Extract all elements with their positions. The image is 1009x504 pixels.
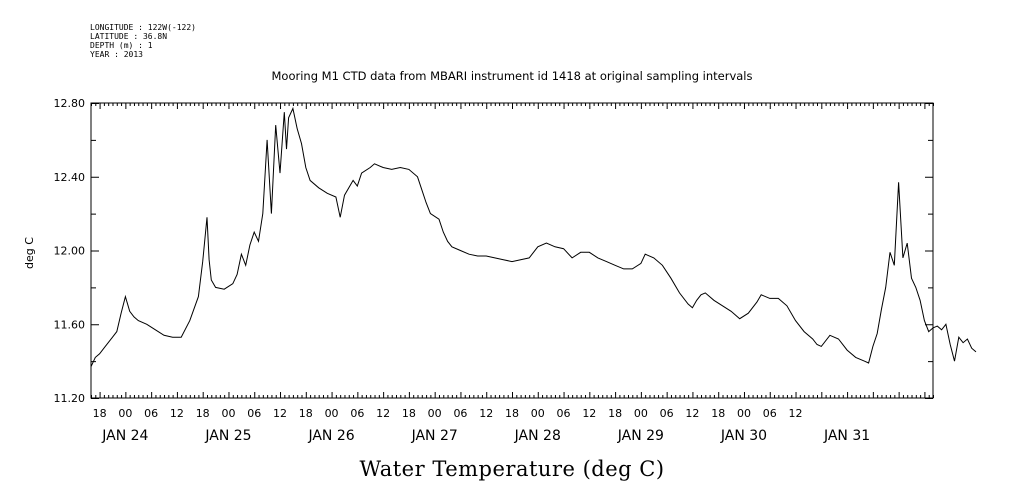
- x-day-label: JAN 26: [307, 428, 354, 444]
- x-tick-label: 18: [402, 407, 416, 420]
- chart-title: Mooring M1 CTD data from MBARI instrumen…: [272, 69, 753, 83]
- x-tick-label: 12: [170, 407, 184, 420]
- x-day-label: JAN 25: [204, 428, 251, 444]
- y-tick-label: 12.40: [54, 171, 86, 184]
- longitude-label: LONGITUDE : 122W(-122): [90, 23, 196, 32]
- x-day-label: JAN 27: [411, 428, 458, 444]
- x-tick-label: 18: [711, 407, 725, 420]
- latitude-label: LATITUDE : 36.8N: [90, 32, 167, 41]
- x-tick-label: 18: [608, 407, 622, 420]
- x-day-label: JAN 28: [514, 428, 561, 444]
- chart-caption: Water Temperature (deg C): [359, 457, 664, 481]
- x-day-label: JAN 31: [823, 428, 870, 444]
- year-label: YEAR : 2013: [90, 50, 143, 59]
- x-day-label: JAN 24: [101, 428, 148, 444]
- metadata-block: LONGITUDE : 122W(-122) LATITUDE : 36.8N …: [90, 23, 196, 59]
- x-tick-label: 00: [221, 407, 235, 420]
- x-tick-label: 00: [737, 407, 751, 420]
- x-tick-label: 06: [144, 407, 158, 420]
- x-tick-label: 12: [789, 407, 803, 420]
- x-tick-label: 18: [299, 407, 313, 420]
- y-tick-label: 11.20: [54, 392, 86, 405]
- x-tick-label: 18: [196, 407, 210, 420]
- x-tick-label: 12: [376, 407, 390, 420]
- y-tick-label: 12.80: [54, 97, 86, 110]
- x-tick-label: 06: [247, 407, 261, 420]
- x-tick-label: 00: [118, 407, 132, 420]
- x-tick-label: 06: [557, 407, 571, 420]
- y-tick-label: 11.60: [54, 318, 86, 331]
- temperature-series-line: [90, 106, 977, 367]
- x-day-label: JAN 29: [617, 428, 664, 444]
- x-tick-label: 06: [350, 407, 364, 420]
- y-axis-label: deg C: [23, 237, 36, 269]
- x-tick-label: 06: [763, 407, 777, 420]
- x-tick-label: 12: [582, 407, 596, 420]
- x-tick-label: 06: [453, 407, 467, 420]
- x-tick-label: 00: [428, 407, 442, 420]
- x-tick-label: 00: [325, 407, 339, 420]
- depth-label: DEPTH (m) : 1: [90, 41, 153, 50]
- x-tick-label: 12: [273, 407, 287, 420]
- x-tick-label: 18: [505, 407, 519, 420]
- x-tick-label: 00: [531, 407, 545, 420]
- x-tick-label: 12: [685, 407, 699, 420]
- x-tick-label: 00: [634, 407, 648, 420]
- x-tick-label: 18: [93, 407, 107, 420]
- plot-axes: 18 00 06 12 18 00 06 12 18 00 06 12 18 00 06 12 18 00 06 12…: [54, 97, 934, 444]
- x-tick-label: 12: [479, 407, 493, 420]
- plot-frame: [90, 102, 934, 399]
- x-tick-label: 06: [660, 407, 674, 420]
- y-tick-label: 12.00: [54, 245, 86, 258]
- x-day-label: JAN 30: [720, 428, 767, 444]
